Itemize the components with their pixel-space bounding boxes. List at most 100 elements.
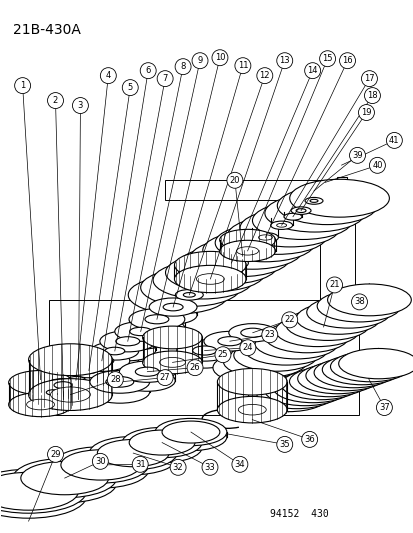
Ellipse shape (290, 211, 310, 219)
Ellipse shape (142, 326, 202, 349)
Circle shape (187, 360, 202, 376)
Ellipse shape (46, 386, 80, 399)
Circle shape (358, 104, 373, 120)
Circle shape (47, 93, 63, 109)
Ellipse shape (155, 418, 226, 446)
Ellipse shape (296, 302, 379, 334)
Ellipse shape (50, 387, 90, 402)
Ellipse shape (176, 340, 232, 361)
Ellipse shape (91, 342, 138, 360)
Ellipse shape (100, 330, 155, 352)
Circle shape (326, 277, 342, 293)
Ellipse shape (13, 463, 116, 503)
Ellipse shape (233, 340, 317, 372)
Ellipse shape (9, 370, 72, 395)
Circle shape (214, 347, 230, 362)
Ellipse shape (165, 254, 265, 292)
Polygon shape (336, 177, 346, 185)
Circle shape (231, 456, 247, 472)
Ellipse shape (204, 338, 255, 358)
Text: 26: 26 (189, 363, 200, 372)
Ellipse shape (270, 221, 292, 229)
Circle shape (107, 372, 123, 387)
Ellipse shape (61, 450, 140, 480)
Text: 7: 7 (162, 74, 167, 83)
Ellipse shape (254, 327, 337, 359)
Ellipse shape (119, 361, 175, 382)
Circle shape (349, 148, 365, 163)
Text: 36: 36 (304, 435, 314, 444)
Ellipse shape (238, 405, 266, 415)
Ellipse shape (217, 368, 287, 395)
Ellipse shape (129, 430, 195, 455)
Text: 17: 17 (363, 74, 374, 83)
Ellipse shape (149, 306, 197, 324)
Ellipse shape (289, 366, 368, 397)
Ellipse shape (316, 290, 400, 322)
Circle shape (122, 79, 138, 95)
Ellipse shape (258, 235, 272, 240)
Text: 41: 41 (388, 136, 399, 145)
Circle shape (375, 400, 392, 416)
Ellipse shape (321, 354, 401, 385)
Ellipse shape (119, 370, 175, 391)
Ellipse shape (145, 314, 169, 324)
Text: 2: 2 (53, 96, 58, 105)
Ellipse shape (116, 337, 140, 346)
Ellipse shape (228, 324, 276, 342)
Text: 12: 12 (259, 71, 269, 80)
Text: 16: 16 (342, 56, 352, 65)
Circle shape (157, 71, 173, 86)
Circle shape (385, 133, 401, 148)
Ellipse shape (26, 399, 55, 410)
Ellipse shape (289, 179, 389, 217)
Circle shape (157, 370, 173, 385)
Text: 10: 10 (214, 53, 225, 62)
Ellipse shape (39, 393, 67, 403)
Ellipse shape (202, 231, 302, 269)
Text: 32: 32 (172, 463, 183, 472)
Ellipse shape (100, 340, 155, 361)
Ellipse shape (74, 359, 129, 381)
Ellipse shape (196, 273, 224, 284)
Ellipse shape (81, 368, 97, 374)
Text: 35: 35 (279, 440, 290, 449)
Ellipse shape (280, 369, 360, 400)
Circle shape (132, 456, 148, 472)
Circle shape (339, 53, 355, 69)
Ellipse shape (305, 360, 385, 391)
Text: 3: 3 (78, 101, 83, 110)
Ellipse shape (240, 209, 339, 247)
Ellipse shape (46, 390, 60, 395)
Ellipse shape (290, 207, 310, 214)
Text: 37: 37 (378, 403, 389, 412)
Ellipse shape (142, 351, 202, 374)
Ellipse shape (149, 298, 197, 316)
Ellipse shape (285, 309, 369, 341)
Ellipse shape (256, 378, 336, 409)
Ellipse shape (236, 247, 258, 255)
Text: 94152  430: 94152 430 (269, 509, 328, 519)
Text: 39: 39 (351, 151, 362, 160)
Ellipse shape (13, 458, 116, 498)
Circle shape (239, 340, 255, 356)
Ellipse shape (28, 378, 112, 410)
Text: 28: 28 (110, 375, 120, 384)
Ellipse shape (338, 349, 413, 379)
Circle shape (361, 71, 377, 86)
Ellipse shape (128, 276, 228, 314)
Circle shape (226, 172, 242, 188)
Text: 11: 11 (237, 61, 247, 70)
Circle shape (301, 431, 317, 447)
Ellipse shape (153, 261, 252, 299)
Ellipse shape (53, 372, 99, 389)
Ellipse shape (161, 421, 219, 443)
Circle shape (276, 53, 292, 69)
Ellipse shape (295, 209, 305, 213)
Ellipse shape (217, 397, 287, 423)
Circle shape (281, 312, 297, 328)
Ellipse shape (223, 345, 306, 377)
Ellipse shape (54, 382, 72, 389)
Text: 38: 38 (353, 297, 364, 306)
Text: 19: 19 (360, 108, 371, 117)
